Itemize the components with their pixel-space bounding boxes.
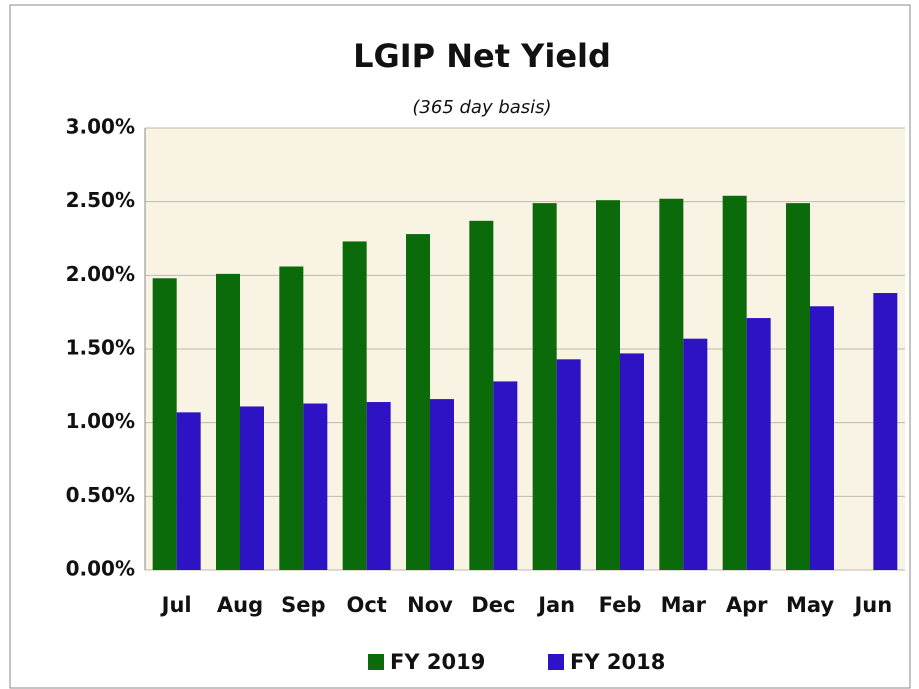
x-tick-label: Aug: [217, 593, 263, 617]
bar: [786, 203, 810, 570]
bar: [556, 359, 581, 570]
bar: [659, 198, 684, 570]
bar: [620, 353, 644, 570]
x-tick-label: Dec: [471, 593, 515, 617]
bar: [469, 220, 494, 570]
bar: [240, 406, 264, 570]
x-tick-label: Oct: [346, 593, 386, 617]
bar: [722, 195, 747, 571]
chart-title: LGIP Net Yield: [353, 37, 611, 75]
chart-subtitle: (365 day basis): [412, 97, 551, 118]
x-tick-label: Sep: [281, 593, 325, 617]
bar: [683, 338, 708, 570]
bar: [493, 381, 518, 570]
y-tick-label: 0.50%: [66, 483, 135, 507]
x-tick-label: Jan: [536, 593, 575, 617]
y-tick-label: 1.50%: [66, 336, 135, 360]
y-tick-label: 0.00%: [66, 557, 135, 581]
bar: [532, 203, 557, 570]
bar: [746, 318, 771, 570]
y-tick-label: 1.00%: [66, 409, 135, 433]
x-tick-label: Mar: [661, 593, 707, 617]
bar: [279, 266, 304, 570]
legend-label: FY 2019: [390, 650, 485, 674]
bar: [406, 234, 430, 570]
bar: [810, 306, 834, 570]
x-tick-label: Jul: [160, 593, 192, 617]
x-tick-label: May: [786, 593, 834, 617]
y-tick-label: 2.00%: [66, 262, 135, 286]
bar: [303, 403, 328, 570]
x-tick-label: Jun: [852, 593, 892, 617]
bar: [366, 402, 391, 570]
bar: [216, 273, 240, 570]
bar: [596, 200, 620, 570]
bar: [176, 412, 201, 570]
bar: [342, 241, 367, 571]
legend-swatch: [368, 654, 384, 670]
y-tick-label: 3.00%: [66, 115, 135, 139]
legend-label: FY 2018: [570, 650, 665, 674]
legend-swatch: [548, 654, 564, 670]
x-tick-label: Feb: [599, 593, 642, 617]
y-tick-label: 2.50%: [66, 188, 135, 212]
x-tick-label: Apr: [726, 593, 768, 617]
bar: [152, 278, 177, 570]
bar: [430, 399, 454, 570]
x-tick-label: Nov: [407, 593, 453, 617]
bar: [873, 293, 898, 570]
